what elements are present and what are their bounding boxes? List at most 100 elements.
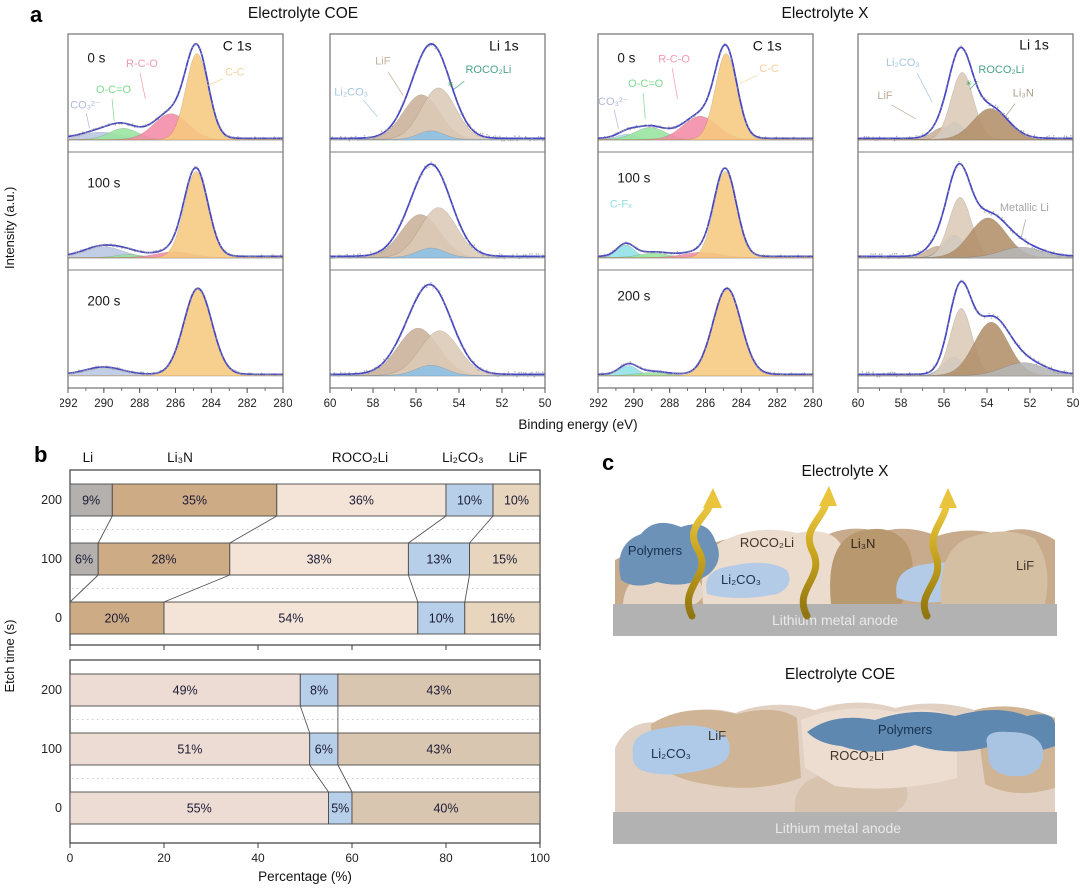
x-tick-label: 50 [1067,398,1080,410]
coe-rocoli-label: ROCO₂Li [830,748,884,763]
bar-segment-value: 10% [429,612,454,626]
panel-c-label: c [602,450,615,475]
etch-time-tick: 100 [41,742,62,756]
bar-segment-value: 54% [278,612,303,626]
schematic-x-title: Electrolyte X [801,463,889,480]
bar-segment-value: 35% [182,494,207,508]
annotation: 0 s [87,50,105,65]
annotation: C 1s [753,38,782,54]
schematic-electrolyte-coe: Electrolyte COE Lithium metal anode LiF … [613,666,1057,844]
segment-connector [229,515,278,544]
bar-segment-value: 6% [75,553,93,567]
panel-b-label: b [34,442,48,467]
bar-segment-Li₂CO₃ [407,542,470,576]
peak-C-C [597,53,814,141]
annotation: O-C=O [628,78,664,90]
annotation: ROCO₂Li [978,64,1024,76]
flux-arrow-2 [799,496,831,620]
flux-arrow-1 [684,498,715,620]
legend-label-LiF: LiF [509,450,528,465]
x-tick-label: 288 [660,398,679,410]
x-tick-label: 52 [496,398,509,410]
annotation: Li 1s [489,38,519,54]
annotation: 100 s [617,171,650,186]
annotation: R-C-O [126,58,158,70]
bar-segment-value: 38% [307,553,332,567]
bar-segment-value: 28% [151,553,176,567]
x-tick-label: 284 [732,398,752,410]
x-tick-label: 50 [539,398,552,410]
envelope-curve [330,163,545,258]
annotation: Li 1s [1019,36,1049,52]
etch-time-tick: 100 [41,552,62,566]
legend-label-Li: Li [83,450,94,465]
spectrum-coe-li1s-100s [329,161,546,260]
percentage-axis-label: Percentage (%) [258,869,352,884]
x-tick-label: 290 [624,398,643,410]
etch-time-tick: 0 [55,611,62,625]
etch-time-axis-label: Etch time (s) [2,620,17,693]
annotation: ✳ [447,80,454,89]
flux-arrow-3 [920,498,951,620]
stacked-bar-chart-1: 49% 8% 43% 200 51% 6% 43% 100 55% 5% 40% 0 0 20 40 60 80… [41,659,550,865]
spectrum-coe-c1s-200s: 200 s [67,287,284,377]
percentage-tick-label: 60 [345,851,359,865]
bar-segment-value: 9% [82,494,100,508]
segment-connector [163,574,230,603]
x-tick-label: 290 [94,398,113,410]
li3n-label: Li₃N [851,536,876,551]
x-tick-label: 286 [696,398,715,410]
annotation: C-C [225,66,245,78]
x-tick-label: 280 [803,398,822,410]
spectra-column-coe-c1s: 0 s C 1s CO₃²⁻ O-C=O R-C-O C-C 100 s 200 s 292 29… [60,33,292,410]
x-tick-label: 282 [768,398,787,410]
schematic-electrolyte-x: Electrolyte X Lithium metal anode [613,463,1057,636]
rocoli-label: ROCO₂Li [740,535,794,550]
bar-segment-Li₂CO₃ [299,673,339,707]
x-tick-label: 280 [273,398,292,410]
stacked-bar-chart-0: 9% 35% 36% 10% 10% 200 6% 28% 38% 13% 15% 100 20% 54%… [41,469,541,650]
annotation: Metallic Li [1000,202,1049,214]
segment-connector [408,515,447,544]
spectra-column-coe-li1s: Li 1s LiF Li₂CO₃ ROCO₂Li ✳ 60 58 56 54 52 50 [324,33,552,410]
envelope-curve [330,283,545,376]
li3n-blob [830,528,913,604]
annotation: CO₃²⁻ [70,99,101,111]
annotation: C-Fₓ [610,198,632,210]
annotation: Li₂CO₃ [886,57,920,69]
bar-segment-ROCO₂Li [276,483,447,517]
x-tick-label: 282 [238,398,257,410]
bar-segment-ROCO₂Li [163,601,419,635]
annotation: 200 s [87,293,120,308]
etch-time-tick: 200 [41,493,62,507]
annotation: 0 s [617,50,635,65]
annotation: 200 s [617,289,650,304]
x-tick-label: 284 [202,398,222,410]
x-tick-label: 56 [410,398,423,410]
annotation: ✳ [966,79,973,88]
bar-segment-value: 15% [492,553,517,567]
annotation: CO₃²⁻ [598,96,629,108]
spectrum-x-li1s-200s [857,279,1074,378]
bar-segment-value: 40% [433,802,458,816]
x-tick-label: 54 [981,398,994,410]
percentage-tick-label: 40 [251,851,265,865]
annotation: R-C-O [658,53,690,65]
coe-anode-label: Lithium metal anode [775,820,901,836]
percentage-tick-label: 0 [67,851,74,865]
x-tick-label: 58 [895,398,908,410]
bar-segment-value: 10% [504,494,529,508]
spectrum-coe-li1s-200s [329,282,546,378]
coe-li2co3-label: Li₂CO₃ [651,746,691,761]
x-tick-label: 60 [852,398,865,410]
polymers-label: Polymers [628,543,683,558]
peak-Li₂CO₃ [329,364,546,377]
bar-segment-LiF [492,483,541,517]
anode-label: Lithium metal anode [772,612,898,628]
annotation: Li₃N [1013,88,1034,100]
bar-segment-value: 43% [426,743,451,757]
spectrum-x-c1s-200s: 200 s [597,286,814,377]
envelope-curve [858,280,1074,376]
coe-lif-label: LiF [708,728,726,743]
spectrum-coe-li1s-0s: Li 1s LiF Li₂CO₃ ROCO₂Li ✳ [329,38,546,142]
